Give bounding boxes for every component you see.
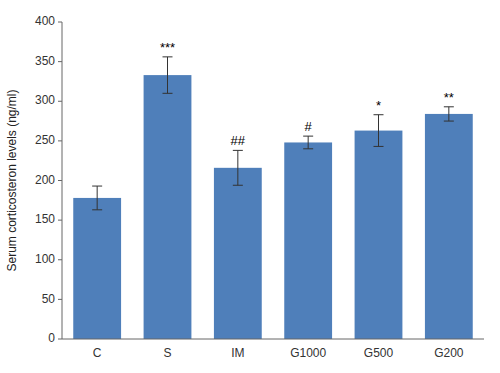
annotation: ## xyxy=(231,133,246,148)
y-tick-label: 250 xyxy=(35,133,55,147)
y-tick-label: 0 xyxy=(48,331,55,345)
x-tick-label: G200 xyxy=(434,346,464,360)
y-tick xyxy=(58,299,62,300)
error-bar-path xyxy=(163,57,173,93)
y-axis: 0 50 100 150 200 250 300 350 400 xyxy=(35,14,62,345)
y-tick xyxy=(58,22,62,23)
bar xyxy=(214,168,262,339)
error-bar xyxy=(444,107,454,121)
error-bar-path xyxy=(444,107,454,121)
x-tick-label: IM xyxy=(231,346,244,360)
y-tick-label: 350 xyxy=(35,54,55,68)
y-tick xyxy=(58,259,62,260)
y-tick xyxy=(58,140,62,141)
error-bar xyxy=(92,186,102,210)
y-tick xyxy=(58,101,62,102)
y-axis-line xyxy=(62,22,63,339)
x-tick-label: G1000 xyxy=(290,346,326,360)
x-axis-line xyxy=(62,339,484,340)
y-tick xyxy=(58,180,62,181)
bar xyxy=(355,131,403,339)
error-bar-path xyxy=(374,115,384,147)
x-tick-label: G500 xyxy=(364,346,394,360)
bar xyxy=(425,114,473,339)
error-bars xyxy=(92,57,454,210)
error-bar-path xyxy=(92,186,102,210)
x-axis: C S IM G1000 G500 G200 xyxy=(62,339,484,360)
error-bar xyxy=(233,150,243,185)
y-tick-label: 300 xyxy=(35,93,55,107)
annotation: * xyxy=(376,98,381,113)
error-bar xyxy=(303,136,313,149)
x-tick-label: C xyxy=(93,346,102,360)
annotation: ** xyxy=(444,90,454,105)
y-tick-label: 100 xyxy=(35,252,55,266)
x-tick-label: S xyxy=(163,346,171,360)
error-bar-path xyxy=(303,136,313,149)
annotation: # xyxy=(305,119,313,134)
annotation: *** xyxy=(160,40,175,55)
error-bar-path xyxy=(233,150,243,185)
y-tick-label: 400 xyxy=(35,14,55,28)
bar xyxy=(284,142,332,339)
y-tick-label: 200 xyxy=(35,173,55,187)
error-bar xyxy=(374,115,384,147)
y-tick-label: 50 xyxy=(42,292,56,306)
error-bar xyxy=(163,57,173,93)
y-tick xyxy=(58,339,62,340)
bar xyxy=(144,75,192,339)
y-tick-label: 150 xyxy=(35,212,55,226)
chart-container: 0 50 100 150 200 250 300 350 400 Serum corticoste… xyxy=(0,0,500,373)
y-tick xyxy=(58,61,62,62)
bar xyxy=(73,198,121,339)
annotations: ***###*** xyxy=(160,40,454,149)
y-axis-label: Serum corticosteron levels (ng/ml) xyxy=(5,89,19,271)
chart-svg: 0 50 100 150 200 250 300 350 400 Serum corticoste… xyxy=(0,0,500,373)
bars xyxy=(73,75,472,339)
y-tick xyxy=(58,220,62,221)
